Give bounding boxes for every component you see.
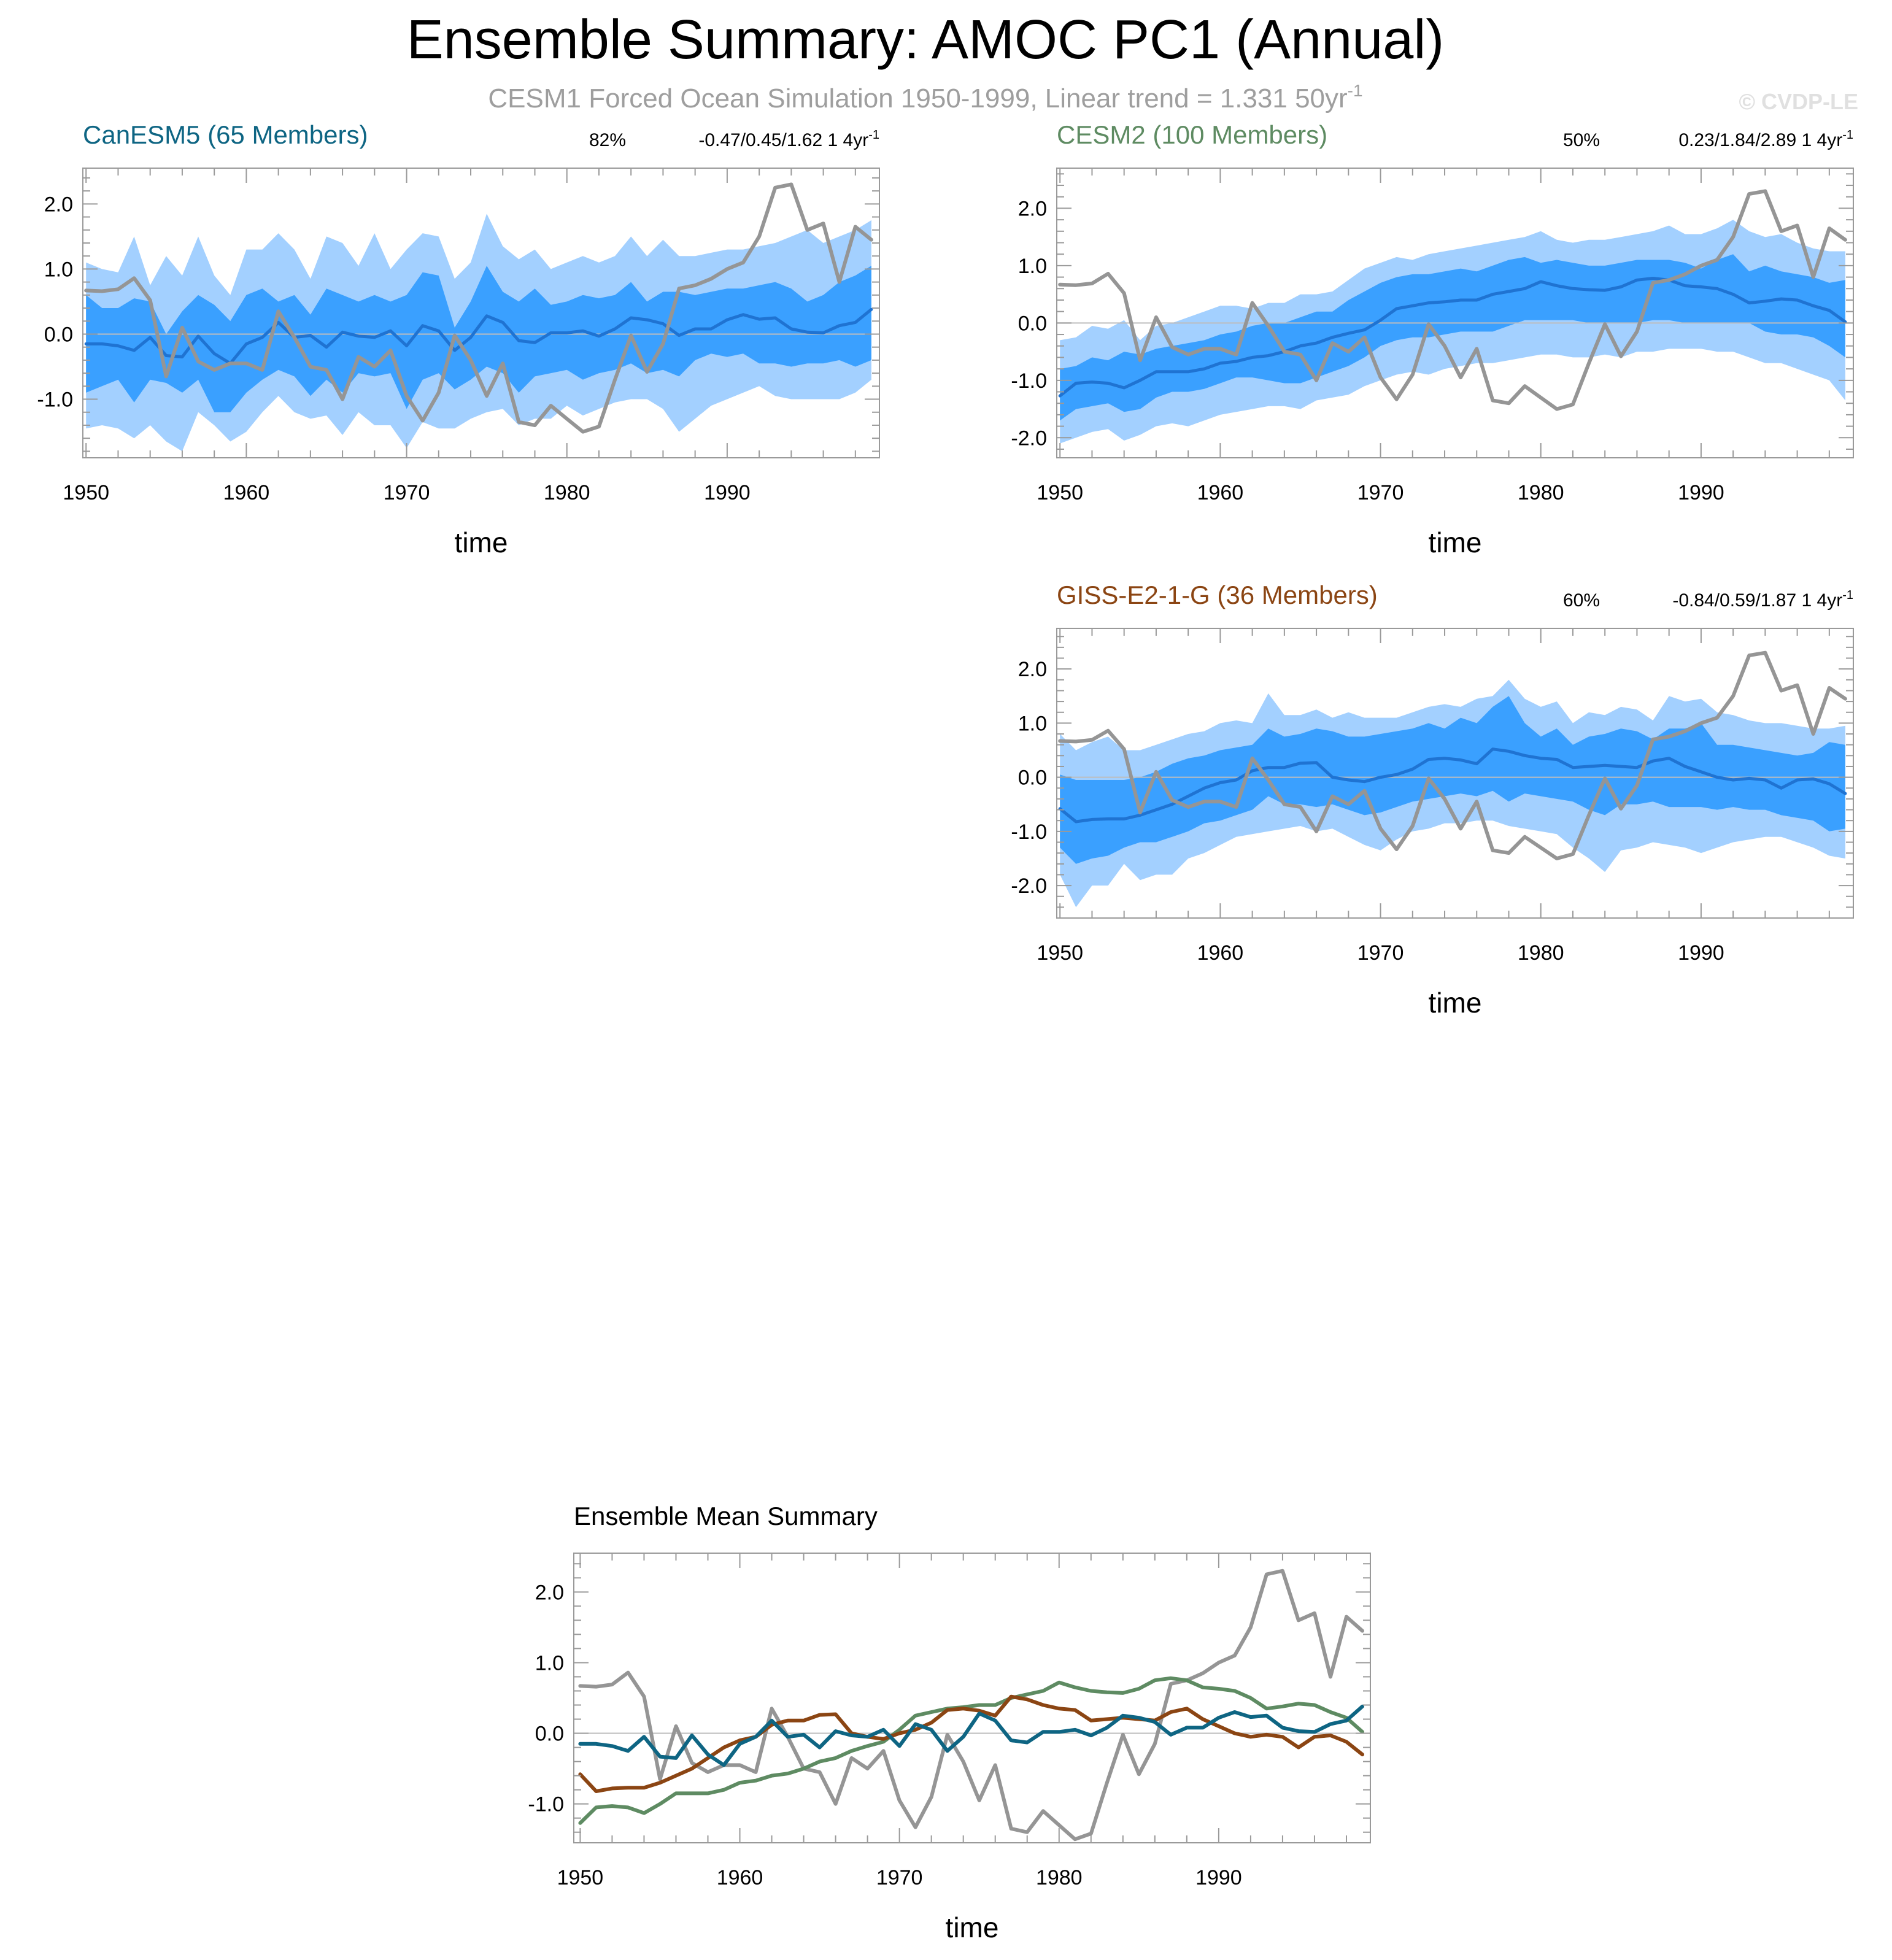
chart-panel-summary: 1950 1960 1970 1980 1990 -1.0 0.0 1.0 2.0 time Ens… xyxy=(528,1502,1371,1943)
trend-label: -0.84/0.59/1.87 1 4yr-1 xyxy=(1672,588,1853,611)
x-tick-label: 1990 xyxy=(1678,941,1724,965)
ensemble-mean-line xyxy=(1058,747,1847,824)
panel-title: CESM2 (100 Members) xyxy=(1057,120,1327,149)
x-tick-label: 1990 xyxy=(1678,481,1724,504)
panels-container: 1950 1960 1970 1980 1990 -1.0 0.0 1.0 2.0 time Can… xyxy=(37,120,1854,1943)
x-tick-label: 1980 xyxy=(544,481,590,504)
x-axis-label: time xyxy=(1429,527,1482,558)
percent-label: 50% xyxy=(1563,130,1600,150)
y-tick-label: 1.0 xyxy=(1018,712,1047,735)
x-tick-label: 1980 xyxy=(1518,481,1564,504)
x-tick-label: 1980 xyxy=(1518,941,1564,965)
watermark: © CVDP-LE xyxy=(1739,89,1858,114)
plot-frame xyxy=(82,168,880,458)
y-tick-label: 2.0 xyxy=(1018,658,1047,681)
plot-frame xyxy=(1056,628,1854,919)
plot-frame xyxy=(573,1553,1371,1843)
figure-title: Ensemble Summary: AMOC PC1 (Annual) xyxy=(407,9,1445,71)
trend-value: 0.23/1.84/2.89 1 4yr xyxy=(1678,130,1842,150)
series-line-cesm2 xyxy=(578,1676,1364,1825)
x-tick-label: 1950 xyxy=(557,1866,604,1889)
x-tick-label: 1970 xyxy=(384,481,430,504)
trend-superscript: -1 xyxy=(1842,588,1853,602)
x-tick-label: 1960 xyxy=(717,1866,763,1889)
trend-value: -0.84/0.59/1.87 1 4yr xyxy=(1672,590,1842,611)
trend-value: -0.47/0.45/1.62 1 4yr xyxy=(698,130,868,150)
y-tick-label: 1.0 xyxy=(535,1651,564,1675)
y-tick-label: 2.0 xyxy=(1018,197,1047,220)
x-tick-label: 1970 xyxy=(1357,481,1404,504)
trend-label: 0.23/1.84/2.89 1 4yr-1 xyxy=(1678,128,1853,150)
x-tick-label: 1950 xyxy=(1037,941,1083,965)
trend-label: -0.47/0.45/1.62 1 4yr-1 xyxy=(698,128,879,150)
y-tick-label: -1.0 xyxy=(37,388,73,412)
x-tick-label: 1990 xyxy=(1195,1866,1242,1889)
x-tick-label: 1950 xyxy=(63,481,109,504)
y-tick-label: -2.0 xyxy=(1011,426,1047,450)
y-tick-label: -1.0 xyxy=(1011,369,1047,393)
chart-panel-canesm5: 1950 1960 1970 1980 1990 -1.0 0.0 1.0 2.0 time Can… xyxy=(37,120,880,558)
plot-frame xyxy=(1056,168,1854,458)
panel-title: CanESM5 (65 Members) xyxy=(83,120,368,149)
y-tick-label: 0.0 xyxy=(44,323,73,346)
x-axis-label: time xyxy=(1429,987,1482,1019)
ensemble-mean-line xyxy=(84,307,873,365)
y-tick-label: 0.0 xyxy=(1018,766,1047,790)
y-tick-label: 2.0 xyxy=(44,193,73,216)
y-tick-label: -1.0 xyxy=(1011,820,1047,844)
trend-superscript: -1 xyxy=(1842,128,1853,142)
percent-label: 82% xyxy=(589,130,626,150)
x-tick-label: 1950 xyxy=(1037,481,1083,504)
inner-spread-band xyxy=(1060,696,1845,864)
x-tick-label: 1970 xyxy=(876,1866,923,1889)
observation-line xyxy=(1058,650,1847,860)
x-axis-label: time xyxy=(946,1912,999,1943)
x-tick-label: 1960 xyxy=(223,481,270,504)
x-tick-label: 1960 xyxy=(1197,941,1244,965)
panel-title: Ensemble Mean Summary xyxy=(574,1502,878,1530)
observation-line xyxy=(1058,189,1847,411)
series-line-canesm5 xyxy=(578,1704,1364,1767)
trend-superscript: -1 xyxy=(868,128,879,142)
x-tick-label: 1990 xyxy=(704,481,751,504)
panel-title: GISS-E2-1-G (36 Members) xyxy=(1057,581,1378,609)
y-tick-label: 1.0 xyxy=(1018,255,1047,278)
x-tick-label: 1960 xyxy=(1197,481,1244,504)
chart-panel-giss: 1950 1960 1970 1980 1990 -2.0 -1.0 0.0 1.0 2.0 tim… xyxy=(1011,581,1854,1019)
subtitle-superscript: -1 xyxy=(1348,81,1363,100)
y-tick-label: -1.0 xyxy=(528,1793,564,1816)
x-axis-label: time xyxy=(455,527,508,558)
observation-line xyxy=(84,182,873,434)
y-tick-label: 1.0 xyxy=(44,258,73,281)
percent-label: 60% xyxy=(1563,590,1600,611)
ensemble-mean-line xyxy=(1058,277,1847,398)
x-tick-label: 1980 xyxy=(1036,1866,1083,1889)
y-tick-label: 0.0 xyxy=(1018,312,1047,335)
x-tick-label: 1970 xyxy=(1357,941,1404,965)
figure-subtitle: CESM1 Forced Ocean Simulation 1950-1999,… xyxy=(488,81,1362,114)
series-line-observation xyxy=(578,1568,1364,1842)
y-tick-label: 2.0 xyxy=(535,1581,564,1604)
subtitle-main: CESM1 Forced Ocean Simulation 1950-1999,… xyxy=(488,83,1347,114)
y-tick-label: 0.0 xyxy=(535,1723,564,1746)
chart-panel-cesm2: 1950 1960 1970 1980 1990 -2.0 -1.0 0.0 1.0 2.0 tim… xyxy=(1011,120,1854,558)
y-tick-label: -2.0 xyxy=(1011,874,1047,898)
